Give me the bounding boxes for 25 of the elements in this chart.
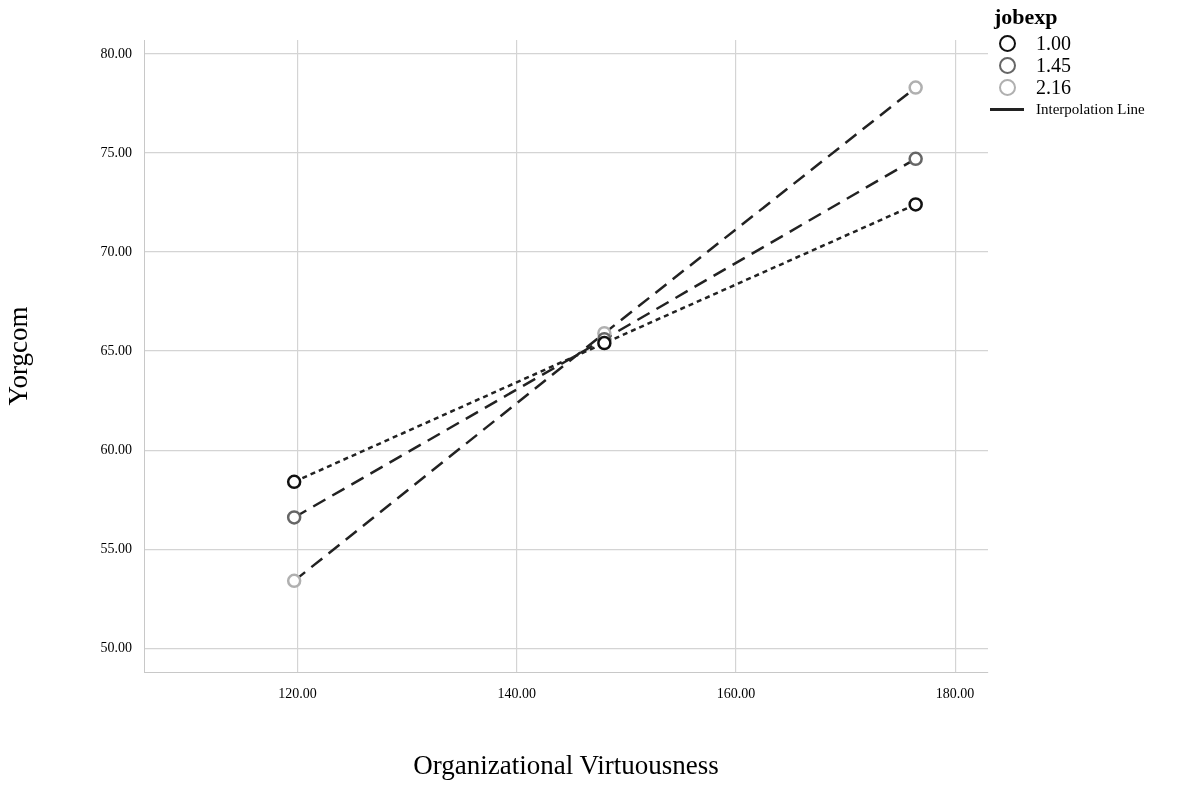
- point: [286, 510, 302, 525]
- y-axis-title: Yorgcom: [3, 306, 34, 406]
- y-tick-label: 65.00: [100, 342, 132, 358]
- legend-label: Interpolation Line: [1036, 100, 1145, 118]
- x-tick-label: 140.00: [497, 686, 536, 702]
- x-axis-title: Organizational Virtuousness: [413, 749, 719, 780]
- y-tick-label: 55.00: [100, 540, 132, 556]
- legend-label: 2.16: [1036, 75, 1071, 99]
- legend-title: jobexp: [994, 4, 1059, 30]
- y-tick-label: 50.00: [100, 639, 132, 655]
- point: [908, 151, 923, 167]
- y-tick-label: 70.00: [100, 243, 132, 259]
- x-tick-label: 160.00: [716, 686, 756, 702]
- y-tick-label: 60.00: [100, 441, 132, 457]
- point: [908, 80, 923, 95]
- point: [908, 197, 923, 212]
- point: [597, 335, 612, 351]
- legend-label: 1.45: [1036, 53, 1071, 77]
- point: [286, 573, 302, 589]
- legend-label: 1.00: [1036, 31, 1071, 55]
- point: [286, 474, 302, 490]
- x-tick-label: 120.00: [278, 686, 317, 702]
- y-tick-label: 75.00: [100, 144, 132, 160]
- x-tick-label: 180.00: [935, 686, 975, 702]
- y-tick-label: 80.00: [100, 45, 132, 61]
